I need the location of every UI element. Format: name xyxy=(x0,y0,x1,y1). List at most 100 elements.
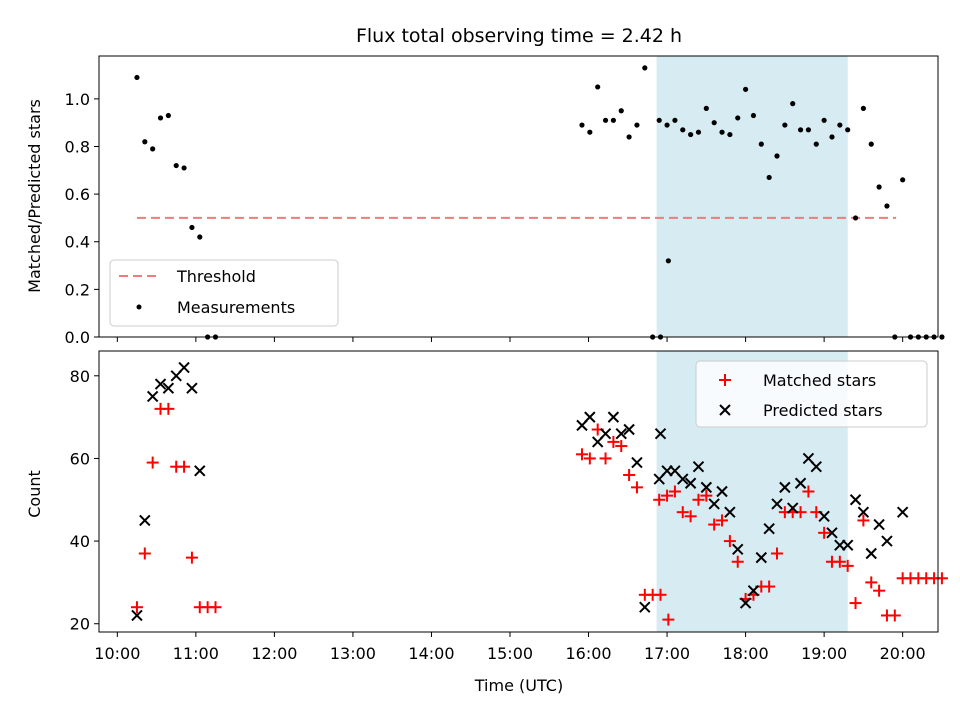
predicted-star-point xyxy=(896,506,909,518)
legend-matched-label: Matched stars xyxy=(763,371,876,390)
predicted-star-point xyxy=(599,427,612,440)
matched-star-point xyxy=(888,609,901,622)
bottom-x-tick-label: 12:00 xyxy=(251,644,297,663)
measurement-point xyxy=(618,108,624,114)
measurement-point xyxy=(837,122,843,128)
matched-star-point xyxy=(138,547,151,560)
predicted-star-point xyxy=(162,382,175,394)
matched-star-point xyxy=(692,493,705,506)
predicted-star-point xyxy=(716,485,728,498)
matched-star-point xyxy=(802,485,815,498)
matched-star-point xyxy=(615,440,628,453)
measurement-point xyxy=(703,105,709,111)
bottom-x-tick-label: 19:00 xyxy=(801,644,847,663)
legend-measurements-swatch xyxy=(136,304,142,310)
predicted-star-point xyxy=(131,609,143,622)
bottom-x-ticks: 10:00 11:00 12:00 13:00 14:00 15:00 16:00 17:00… xyxy=(94,632,926,663)
predicted-star-point xyxy=(623,423,635,436)
matched-star-point xyxy=(676,506,689,519)
measurement-point xyxy=(711,120,717,126)
matched-star-point xyxy=(653,493,666,506)
measurement-point xyxy=(719,129,725,135)
measurement-point xyxy=(884,203,890,209)
top-axes-frame xyxy=(98,55,939,338)
x-axis-title: Time (UTC) xyxy=(474,676,563,695)
legend-threshold-label: Threshold xyxy=(176,267,256,286)
measurement-point xyxy=(735,115,741,121)
matched-star-point xyxy=(716,514,729,527)
bottom-x-tick-label: 10:00 xyxy=(94,644,140,663)
matched-star-point xyxy=(684,510,697,523)
measurement-points xyxy=(134,65,945,340)
predicted-star-point xyxy=(186,382,198,394)
measurement-point xyxy=(680,127,686,133)
bottom-x-tick-label: 11:00 xyxy=(173,644,219,663)
measurement-point xyxy=(876,184,882,190)
predicted-star-point xyxy=(779,481,791,494)
measurement-point xyxy=(165,112,171,119)
measurement-point xyxy=(774,153,780,159)
top-y-ticks: 0.0 0.2 0.4 0.6 0.8 1.0 xyxy=(65,90,99,347)
predicted-star-point xyxy=(194,465,206,477)
matched-star-point xyxy=(818,526,831,539)
predicted-star-point xyxy=(615,427,627,440)
predicted-star-point xyxy=(584,411,596,423)
matched-star-point xyxy=(661,489,674,502)
bottom-x-tick-label: 17:00 xyxy=(644,644,690,663)
legend-predicted-label: Predicted stars xyxy=(763,401,883,420)
top-y-axis-title: Matched/Predicted stars xyxy=(25,99,44,293)
top-y-tick-label: 1.0 xyxy=(65,90,90,109)
matched-star-point xyxy=(662,613,675,626)
measurement-point xyxy=(595,84,601,90)
chart-title: Flux total observing time = 2.42 h xyxy=(356,25,682,47)
predicted-star-point xyxy=(607,411,620,423)
measurement-point xyxy=(821,117,827,123)
matched-star-point xyxy=(583,452,596,465)
predicted-star-point xyxy=(841,539,854,551)
top-y-tick-label: 0.6 xyxy=(65,185,90,204)
measurement-point xyxy=(610,117,616,123)
measurement-point xyxy=(695,129,702,135)
bottom-axes-frame xyxy=(98,350,939,633)
predicted-star-point xyxy=(708,498,720,510)
bottom-y-axis-title: Count xyxy=(25,470,44,518)
predicted-star-point xyxy=(810,460,822,473)
bottom-y-tick-label: 40 xyxy=(70,532,90,551)
matched-star-point xyxy=(668,485,681,498)
measurement-point xyxy=(860,105,866,111)
measurement-point xyxy=(727,131,733,138)
matched-star-point xyxy=(185,551,198,564)
measurement-point xyxy=(664,122,670,128)
measurement-point xyxy=(189,224,195,231)
measurement-point xyxy=(790,101,796,107)
matched-star-point xyxy=(723,535,736,548)
measurement-point xyxy=(829,134,835,140)
matched-star-point xyxy=(865,576,878,589)
bottom-x-tick-label: 15:00 xyxy=(487,644,533,663)
measurement-point xyxy=(602,117,609,123)
predicted-star-point xyxy=(826,527,838,539)
predicted-star-point xyxy=(178,361,190,374)
bottom-y-tick-label: 20 xyxy=(70,615,90,634)
measurement-point xyxy=(587,129,593,135)
measurement-point xyxy=(134,74,140,81)
measurement-point xyxy=(579,122,585,128)
matched-star-point xyxy=(654,588,667,601)
top-y-tick-label: 0.0 xyxy=(65,328,90,347)
measurement-point xyxy=(939,334,945,340)
top-y-tick-label: 0.2 xyxy=(65,280,90,299)
measurement-point xyxy=(758,141,764,147)
legend-measurements-label: Measurements xyxy=(177,298,295,317)
measurement-point xyxy=(845,127,851,133)
predicted-star-point xyxy=(771,498,783,510)
predicted-star-point xyxy=(639,601,651,613)
predicted-star-point xyxy=(873,518,885,531)
measurement-point xyxy=(181,165,187,171)
measurement-point xyxy=(688,131,694,138)
predicted-star-point xyxy=(739,597,752,609)
measurement-point xyxy=(626,134,632,140)
predicted-star-point xyxy=(747,584,760,597)
matched-star-point xyxy=(599,452,612,465)
predicted-star-point xyxy=(146,390,159,403)
